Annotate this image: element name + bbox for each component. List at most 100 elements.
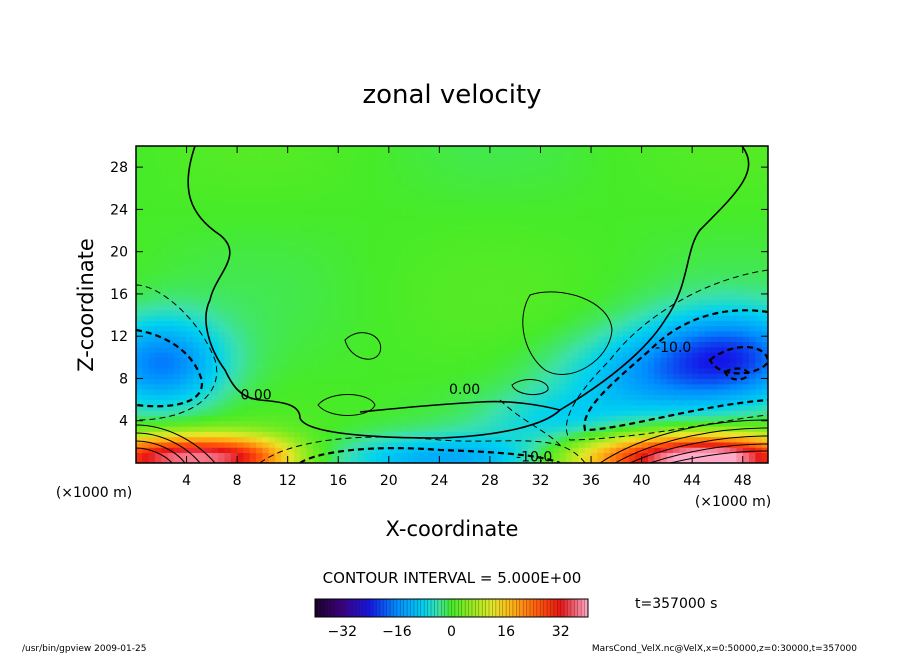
field-cell: [610, 146, 617, 152]
field-cell: [584, 299, 592, 306]
field-cell: [578, 193, 586, 200]
field-cell: [597, 151, 605, 158]
field-cell: [154, 204, 162, 210]
field-cell: [483, 436, 491, 443]
field-cell: [306, 235, 314, 242]
field-cell: [319, 151, 327, 158]
field-cell: [268, 309, 276, 316]
field-cell: [597, 389, 605, 395]
field-cell: [546, 410, 554, 417]
field-cell: [452, 209, 459, 216]
field-cell: [338, 235, 346, 242]
field-cell: [559, 267, 567, 274]
field-cell: [628, 378, 636, 385]
field-cell: [382, 383, 390, 390]
field-cell: [483, 193, 491, 200]
field-cell: [622, 383, 630, 390]
field-cell: [553, 341, 561, 348]
field-cell: [382, 225, 390, 232]
field-cell: [439, 420, 447, 427]
field-cell: [401, 214, 409, 221]
field-cell: [502, 204, 510, 210]
field-cell: [154, 272, 162, 279]
field-cell: [515, 447, 523, 454]
field-cell: [502, 230, 510, 237]
field-cell: [136, 230, 143, 237]
field-cell: [388, 304, 396, 311]
field-cell: [508, 447, 516, 454]
field-cell: [591, 293, 598, 300]
field-cell: [338, 246, 346, 253]
field-cell: [281, 225, 289, 232]
field-cell: [414, 151, 421, 158]
field-cell: [281, 272, 289, 279]
field-cell: [287, 362, 295, 369]
field-cell: [584, 436, 592, 443]
field-cell: [319, 219, 327, 226]
field-cell: [470, 357, 478, 364]
field-cell: [616, 198, 624, 205]
field-cell: [610, 352, 617, 358]
field-cell: [515, 235, 523, 242]
field-cell: [622, 447, 630, 454]
field-cell: [401, 235, 409, 242]
field-cell: [136, 373, 143, 380]
field-cell: [395, 256, 403, 263]
field-cell: [603, 410, 611, 417]
field-cell: [243, 410, 251, 417]
field-cell: [167, 304, 175, 311]
field-cell: [414, 235, 421, 242]
field-cell: [572, 373, 579, 380]
field-cell: [205, 172, 213, 179]
field-cell: [610, 288, 617, 295]
field-cell: [199, 399, 207, 406]
field-cell: [628, 283, 636, 290]
field-cell: [401, 204, 409, 210]
field-cell: [218, 209, 226, 216]
field-cell: [616, 304, 624, 311]
field-cell: [622, 151, 630, 158]
field-cell: [591, 352, 598, 358]
field-cell: [142, 352, 150, 358]
field-cell: [508, 146, 516, 152]
field-cell: [546, 193, 554, 200]
field-cell: [319, 410, 327, 417]
field-cell: [230, 415, 238, 422]
field-cell: [376, 367, 384, 374]
field-cell: [205, 325, 213, 332]
field-cell: [414, 415, 421, 422]
field-cell: [426, 241, 434, 247]
field-cell: [540, 214, 548, 221]
field-cell: [306, 309, 314, 316]
field-cell: [224, 167, 232, 174]
field-cell: [489, 441, 497, 448]
field-cell: [584, 452, 592, 459]
field-cell: [515, 336, 523, 343]
field-cell: [243, 431, 251, 438]
field-cell: [515, 304, 523, 311]
field-cell: [407, 293, 415, 300]
field-cell: [565, 161, 573, 168]
field-cell: [249, 161, 257, 168]
field-cell: [382, 357, 390, 364]
field-cell: [237, 320, 245, 327]
field-cell: [148, 167, 156, 174]
field-cell: [161, 204, 169, 210]
field-cell: [211, 198, 219, 205]
field-cell: [584, 352, 592, 358]
field-cell: [148, 251, 156, 258]
field-cell: [641, 367, 649, 374]
field-cell: [230, 378, 238, 385]
field-cell: [496, 256, 504, 263]
field-cell: [540, 209, 548, 216]
field-cell: [502, 420, 510, 427]
field-cell: [622, 188, 630, 195]
field-cell: [641, 235, 649, 242]
field-cell: [521, 320, 529, 327]
field-cell: [458, 415, 466, 422]
field-cell: [312, 330, 320, 337]
field-cell: [622, 325, 630, 332]
field-cell: [186, 320, 194, 327]
field-cell: [230, 209, 238, 216]
field-cell: [496, 188, 504, 195]
